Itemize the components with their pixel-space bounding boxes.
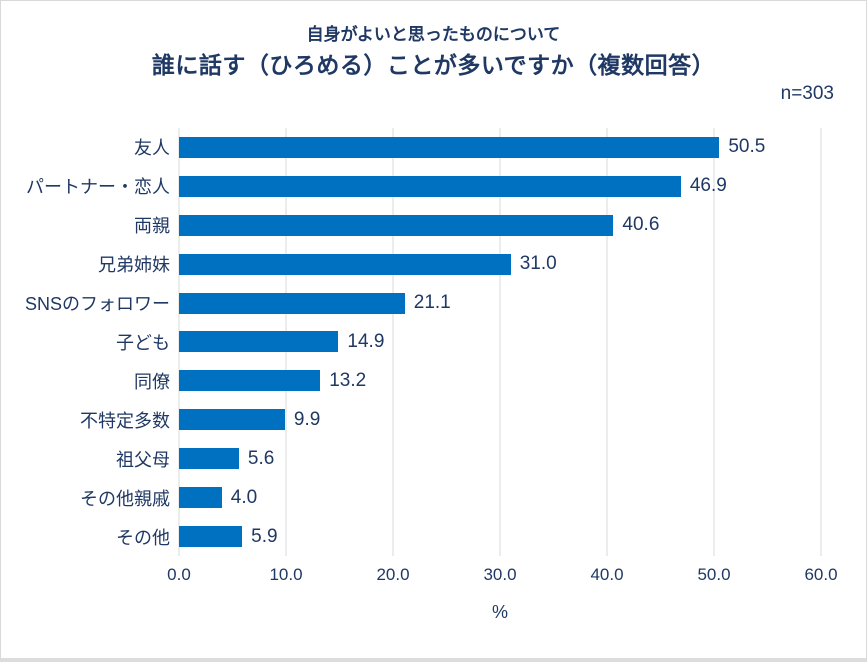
chart-subtitle: 自身がよいと思ったものについて xyxy=(306,25,561,44)
bar xyxy=(179,331,339,353)
category-label: パートナー・恋人 xyxy=(26,177,170,198)
category-label: SNSのフォロワー xyxy=(24,294,170,315)
category-label: 子ども xyxy=(116,332,170,353)
x-tick-label: 40.0 xyxy=(590,565,624,584)
bar-row: 兄弟姉妹 31.0 xyxy=(1,245,821,284)
bar-row: その他親戚 4.0 xyxy=(1,478,821,517)
bar-row: その他 5.9 xyxy=(1,517,821,556)
bar-row: 友人 50.5 xyxy=(1,128,821,167)
category-label: 兄弟姉妹 xyxy=(98,255,170,276)
bar-row: 子ども 14.9 xyxy=(1,323,821,362)
bar-rows: 友人 50.5 パートナー・恋人 46.9 両親 40.6 兄弟姉妹 31.0 SNSのフォロワ… xyxy=(1,128,821,556)
value-label: 50.5 xyxy=(728,136,766,158)
value-label: 5.9 xyxy=(251,525,278,547)
bar-track: 5.9 xyxy=(179,517,821,556)
value-label: 46.9 xyxy=(689,175,727,197)
sample-size-label: n=303 xyxy=(780,83,834,104)
bar-track: 46.9 xyxy=(179,167,821,206)
bar-row: 不特定多数 9.9 xyxy=(1,400,821,439)
bar-row: 祖父母 5.6 xyxy=(1,439,821,478)
bar xyxy=(179,487,222,509)
value-label: 31.0 xyxy=(519,253,557,275)
bar xyxy=(179,253,511,275)
chart-title: 誰に話す（ひろめる）ことが多いですか（複数回答） xyxy=(151,52,716,78)
bar xyxy=(179,370,321,392)
x-axis-title: % xyxy=(491,602,508,622)
category-label: 同僚 xyxy=(134,371,170,392)
bar xyxy=(179,526,243,548)
bar-track: 50.5 xyxy=(179,128,821,167)
bar-track: 14.9 xyxy=(179,323,821,362)
bar xyxy=(179,136,720,158)
bar-track: 40.6 xyxy=(179,206,821,245)
gridline xyxy=(713,128,715,556)
bar xyxy=(179,292,405,314)
gridline xyxy=(392,128,394,556)
bar-track: 4.0 xyxy=(179,478,821,517)
bar xyxy=(179,448,239,470)
bar-track: 9.9 xyxy=(179,400,821,439)
value-label: 9.9 xyxy=(293,408,321,430)
value-label: 21.1 xyxy=(413,292,451,314)
value-label: 40.6 xyxy=(622,214,660,236)
category-label: 両親 xyxy=(134,216,170,237)
value-label: 14.9 xyxy=(347,330,385,352)
x-tick-label: 50.0 xyxy=(697,565,731,584)
bar-track: 21.1 xyxy=(179,284,821,323)
bar xyxy=(179,409,285,431)
category-label: 祖父母 xyxy=(116,449,170,470)
bar-track: 13.2 xyxy=(179,361,821,400)
x-axis: 0.0 10.0 20.0 30.0 40.0 50.0 60.0 xyxy=(167,565,837,587)
x-tick-label: 0.0 xyxy=(167,565,191,584)
value-label: 5.6 xyxy=(247,447,275,469)
x-tick-label: 60.0 xyxy=(804,565,838,584)
bar-row: パートナー・恋人 46.9 xyxy=(1,167,821,206)
bar xyxy=(179,214,614,236)
category-label: その他親戚 xyxy=(80,488,170,509)
gridline xyxy=(606,128,608,556)
x-tick-label: 10.0 xyxy=(269,565,303,584)
bar-row: 同僚 13.2 xyxy=(1,361,821,400)
value-label: 4.0 xyxy=(230,486,258,508)
x-tick-label: 30.0 xyxy=(483,565,517,584)
category-label: 友人 xyxy=(134,138,170,159)
bar-row: SNSのフォロワー 21.1 xyxy=(1,284,821,323)
x-tick-label: 20.0 xyxy=(376,565,410,584)
bar xyxy=(179,175,681,197)
category-label: その他 xyxy=(116,527,170,548)
bar-track: 31.0 xyxy=(179,245,821,284)
gridline xyxy=(820,128,822,556)
gridline xyxy=(499,128,501,556)
bar-row: 両親 40.6 xyxy=(1,206,821,245)
value-label: 13.2 xyxy=(329,369,367,391)
bar-track: 5.6 xyxy=(179,439,821,478)
category-label: 不特定多数 xyxy=(80,410,170,431)
